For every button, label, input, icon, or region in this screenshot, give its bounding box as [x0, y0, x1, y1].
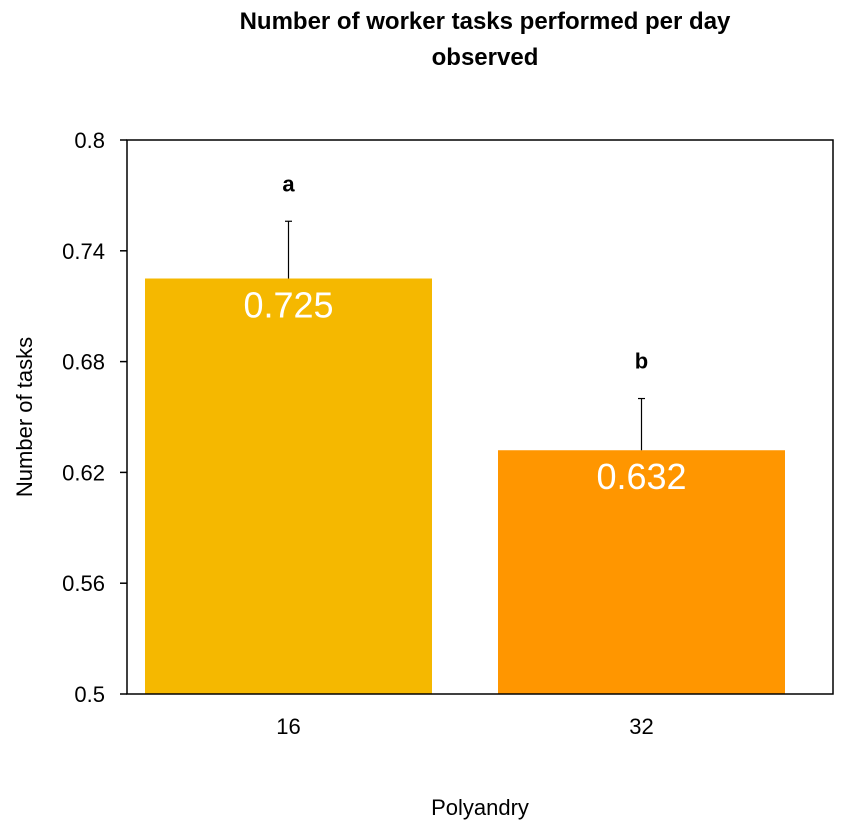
y-axis-label: Number of tasks	[12, 337, 37, 497]
y-tick-label: 0.5	[74, 682, 105, 707]
chart-title-line-1: Number of worker tasks performed per day	[239, 8, 731, 35]
y-tick-label: 0.74	[62, 239, 105, 264]
y-axis: 0.5 0.56 0.62 0.68 0.74 0.8	[62, 128, 127, 707]
bar-value-label: 0.632	[596, 456, 686, 497]
bars-layer: 0.725 a 0.632 b	[145, 171, 785, 694]
plot-frame	[126, 139, 834, 695]
y-tick-label: 0.62	[62, 460, 105, 485]
y-tick-label: 0.68	[62, 350, 105, 375]
y-tick-label: 0.56	[62, 571, 105, 596]
y-tick-label: 0.8	[74, 128, 105, 153]
x-axis-label: Polyandry	[431, 795, 529, 820]
x-axis: 16 32	[276, 714, 653, 739]
bar-32	[498, 450, 785, 694]
bar-value-label: 0.725	[243, 285, 333, 326]
bar-16	[145, 278, 432, 694]
chart-title-line-2: observed	[431, 44, 539, 71]
x-tick-label: 32	[629, 714, 653, 739]
significance-letter: b	[635, 349, 648, 374]
x-tick-label: 16	[276, 714, 300, 739]
significance-letter: a	[282, 171, 295, 196]
